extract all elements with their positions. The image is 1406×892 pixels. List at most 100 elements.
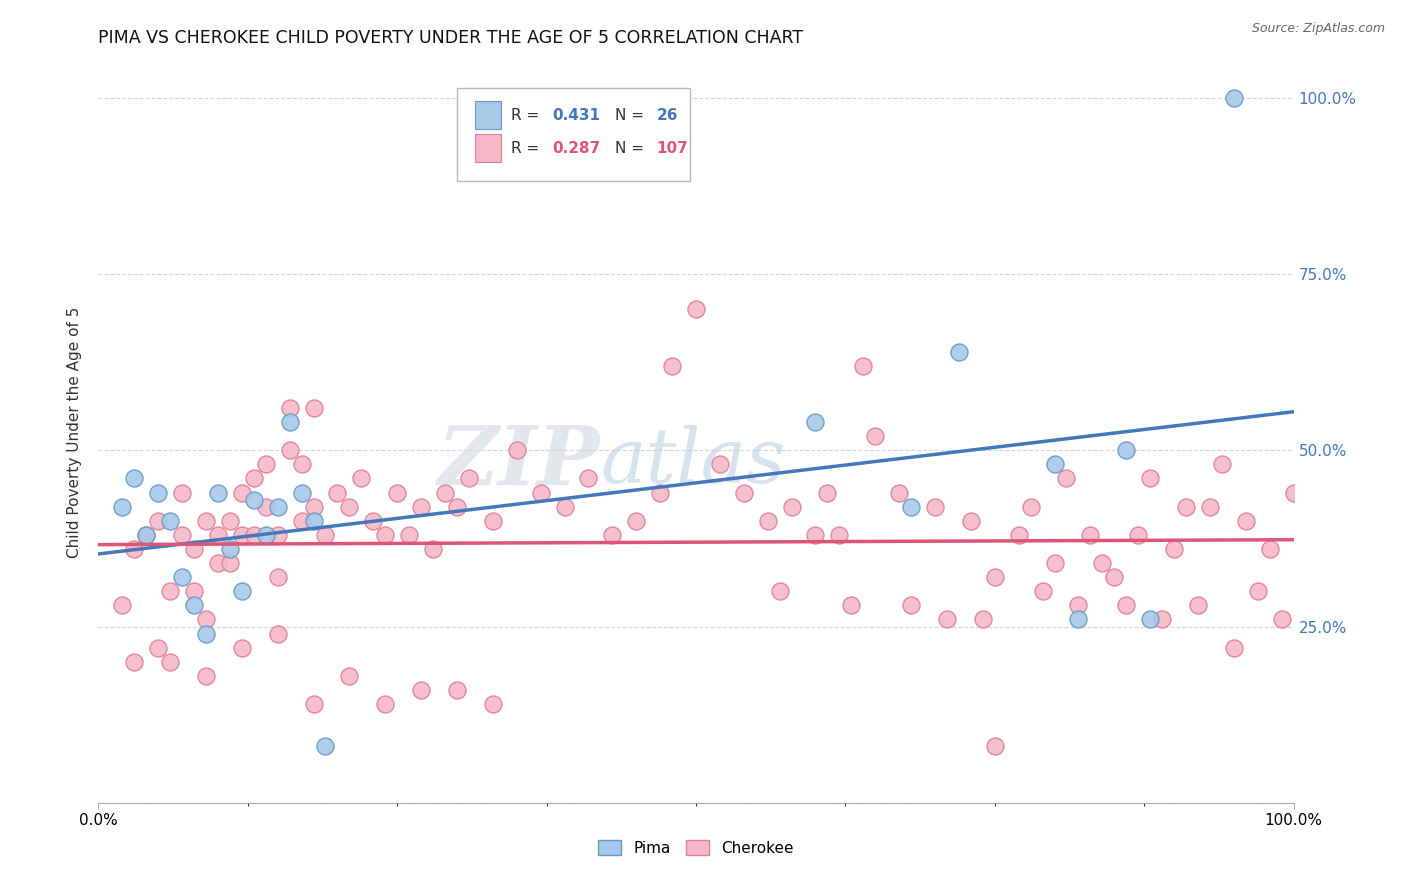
Point bbox=[207, 485, 229, 500]
Text: 107: 107 bbox=[657, 141, 689, 156]
Point bbox=[661, 359, 683, 373]
Point bbox=[481, 514, 505, 528]
Point bbox=[1223, 91, 1246, 105]
Point bbox=[302, 500, 325, 514]
Point bbox=[1175, 500, 1198, 514]
Point bbox=[1067, 599, 1090, 613]
Point bbox=[243, 471, 266, 485]
Point bbox=[291, 485, 314, 500]
Point bbox=[172, 570, 194, 584]
Point bbox=[948, 344, 970, 359]
Point bbox=[756, 514, 779, 528]
Point bbox=[159, 514, 181, 528]
Point bbox=[159, 655, 181, 669]
Point bbox=[278, 401, 301, 415]
Point bbox=[828, 528, 851, 542]
Point bbox=[804, 415, 827, 429]
Point bbox=[159, 584, 181, 599]
Point bbox=[865, 429, 887, 443]
Point bbox=[1019, 500, 1042, 514]
Point bbox=[1091, 556, 1114, 570]
Point bbox=[267, 528, 290, 542]
Point bbox=[254, 528, 277, 542]
Point bbox=[219, 514, 242, 528]
Point bbox=[1104, 570, 1126, 584]
Text: R =: R = bbox=[510, 141, 544, 156]
Point bbox=[1043, 458, 1066, 472]
Point bbox=[326, 485, 349, 500]
Point bbox=[350, 471, 373, 485]
Point bbox=[148, 640, 170, 655]
Point bbox=[960, 514, 983, 528]
Point bbox=[1008, 528, 1031, 542]
Point bbox=[278, 415, 301, 429]
Text: atlas: atlas bbox=[600, 425, 786, 500]
Point bbox=[172, 528, 194, 542]
Point bbox=[889, 485, 911, 500]
Point bbox=[458, 471, 481, 485]
Point bbox=[231, 485, 253, 500]
Text: N =: N = bbox=[614, 108, 648, 122]
Point bbox=[267, 570, 290, 584]
Point bbox=[1067, 612, 1090, 626]
Point bbox=[195, 626, 218, 640]
Point bbox=[733, 485, 755, 500]
Bar bbox=[475, 101, 501, 129]
Point bbox=[124, 541, 146, 556]
Point bbox=[398, 528, 420, 542]
Point bbox=[578, 471, 600, 485]
Point bbox=[1282, 485, 1305, 500]
Point bbox=[1128, 528, 1150, 542]
Point bbox=[302, 514, 325, 528]
Point bbox=[1056, 471, 1078, 485]
Point bbox=[183, 584, 205, 599]
Point bbox=[183, 541, 205, 556]
Point bbox=[411, 683, 433, 698]
Point bbox=[1199, 500, 1222, 514]
Point bbox=[602, 528, 624, 542]
Point bbox=[219, 556, 242, 570]
Point bbox=[231, 640, 253, 655]
Point bbox=[506, 443, 529, 458]
Point bbox=[183, 599, 205, 613]
Point bbox=[339, 669, 361, 683]
Point bbox=[768, 584, 790, 599]
Point bbox=[195, 669, 218, 683]
Point bbox=[924, 500, 946, 514]
Point bbox=[446, 500, 468, 514]
Point bbox=[135, 528, 157, 542]
FancyBboxPatch shape bbox=[457, 88, 690, 181]
Point bbox=[267, 626, 290, 640]
Point bbox=[254, 458, 277, 472]
Point bbox=[302, 401, 325, 415]
Point bbox=[972, 612, 994, 626]
Point bbox=[124, 471, 146, 485]
Point bbox=[374, 528, 396, 542]
Point bbox=[195, 612, 218, 626]
Point bbox=[780, 500, 803, 514]
Point bbox=[804, 528, 827, 542]
Point bbox=[1080, 528, 1102, 542]
Text: PIMA VS CHEROKEE CHILD POVERTY UNDER THE AGE OF 5 CORRELATION CHART: PIMA VS CHEROKEE CHILD POVERTY UNDER THE… bbox=[98, 29, 804, 47]
Point bbox=[1139, 471, 1161, 485]
Point bbox=[219, 541, 242, 556]
Point bbox=[648, 485, 672, 500]
Point bbox=[315, 739, 337, 754]
Point bbox=[422, 541, 444, 556]
Point bbox=[1115, 599, 1137, 613]
Point bbox=[685, 302, 707, 317]
Legend: Pima, Cherokee: Pima, Cherokee bbox=[592, 834, 800, 862]
Point bbox=[1139, 612, 1161, 626]
Point bbox=[111, 599, 134, 613]
Point bbox=[411, 500, 433, 514]
Point bbox=[148, 485, 170, 500]
Text: R =: R = bbox=[510, 108, 544, 122]
Point bbox=[385, 485, 409, 500]
Text: Source: ZipAtlas.com: Source: ZipAtlas.com bbox=[1251, 22, 1385, 36]
Point bbox=[231, 584, 253, 599]
Point bbox=[243, 528, 266, 542]
Point bbox=[315, 528, 337, 542]
Y-axis label: Child Poverty Under the Age of 5: Child Poverty Under the Age of 5 bbox=[67, 307, 83, 558]
Point bbox=[291, 514, 314, 528]
Point bbox=[554, 500, 576, 514]
